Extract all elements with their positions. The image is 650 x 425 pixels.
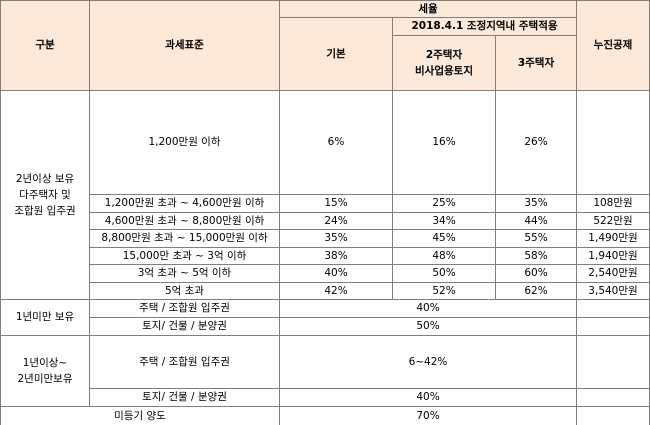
basic-rate-cell: 24% <box>280 213 393 230</box>
tax-base-cell: 토지/ 건물 / 분양권 <box>90 389 280 407</box>
deduction-cell: 1,490만원 <box>577 230 650 248</box>
deduction-cell: 522만원 <box>577 213 650 230</box>
deduction-cell: 2,540만원 <box>577 265 650 283</box>
deduction-cell <box>577 336 650 389</box>
three-homes-rate-cell: 62% <box>496 283 577 300</box>
tax-base-cell: 주택 / 조합원 입주권 <box>90 300 280 318</box>
two-homes-rate-cell: 34% <box>393 213 496 230</box>
basic-rate-cell: 6% <box>280 91 393 195</box>
two-homes-rate-cell: 52% <box>393 283 496 300</box>
header-tax-base: 과세표준 <box>90 0 280 91</box>
deduction-cell <box>577 300 650 318</box>
three-homes-rate-cell: 60% <box>496 265 577 283</box>
two-homes-rate-cell: 25% <box>393 195 496 213</box>
rate-cell: 40% <box>280 389 577 407</box>
basic-rate-cell: 15% <box>280 195 393 213</box>
header-basic: 기본 <box>280 18 393 91</box>
three-homes-rate-cell: 44% <box>496 213 577 230</box>
unregistered-label: 미등기 양도 <box>0 407 280 425</box>
header-progressive-deduction: 누진공제 <box>577 0 650 91</box>
group-one-to-two-label: 1년이상~ 2년미만보유 <box>0 336 90 407</box>
deduction-cell: 108만원 <box>577 195 650 213</box>
basic-rate-cell: 35% <box>280 230 393 248</box>
three-homes-rate-cell: 35% <box>496 195 577 213</box>
basic-rate-cell: 40% <box>280 265 393 283</box>
tax-base-cell: 1,200만원 초과 ~ 4,600만원 이하 <box>90 195 280 213</box>
two-homes-rate-cell: 48% <box>393 248 496 265</box>
basic-rate-cell: 42% <box>280 283 393 300</box>
header-tax-rate: 세율 <box>280 0 577 18</box>
deduction-cell: 3,540만원 <box>577 283 650 300</box>
deduction-cell <box>577 91 650 195</box>
tax-base-cell: 주택 / 조합원 입주권 <box>90 336 280 389</box>
header-three-homes: 3주택자 <box>496 36 577 91</box>
tax-base-cell: 토지/ 건물 / 분양권 <box>90 318 280 336</box>
tax-base-cell: 4,600만원 초과 ~ 8,800만원 이하 <box>90 213 280 230</box>
rate-cell: 40% <box>280 300 577 318</box>
tax-base-cell: 15,000만 초과 ~ 3억 이하 <box>90 248 280 265</box>
tax-base-cell: 1,200만원 이하 <box>90 91 280 195</box>
tax-base-cell: 5억 초과 <box>90 283 280 300</box>
two-homes-rate-cell: 16% <box>393 91 496 195</box>
header-adjusted-area: 2018.4.1 조정지역내 주택적용 <box>393 18 577 36</box>
deduction-cell: 1,940만원 <box>577 248 650 265</box>
three-homes-rate-cell: 58% <box>496 248 577 265</box>
three-homes-rate-cell: 55% <box>496 230 577 248</box>
rate-cell: 6~42% <box>280 336 577 389</box>
two-homes-rate-cell: 45% <box>393 230 496 248</box>
tax-base-cell: 8,800만원 초과 ~ 15,000만원 이하 <box>90 230 280 248</box>
rate-cell: 50% <box>280 318 577 336</box>
header-two-homes: 2주택자 비사업용토지 <box>393 36 496 91</box>
deduction-cell <box>577 318 650 336</box>
basic-rate-cell: 38% <box>280 248 393 265</box>
two-homes-rate-cell: 50% <box>393 265 496 283</box>
header-category: 구분 <box>0 0 90 91</box>
deduction-cell <box>577 407 650 425</box>
rate-cell: 70% <box>280 407 577 425</box>
three-homes-rate-cell: 26% <box>496 91 577 195</box>
tax-base-cell: 3억 초과 ~ 5억 이하 <box>90 265 280 283</box>
group-under-one-label: 1년미만 보유 <box>0 300 90 336</box>
group-two-plus-label: 2년이상 보유 다주택자 및 조합원 입주권 <box>0 91 90 300</box>
deduction-cell <box>577 389 650 407</box>
